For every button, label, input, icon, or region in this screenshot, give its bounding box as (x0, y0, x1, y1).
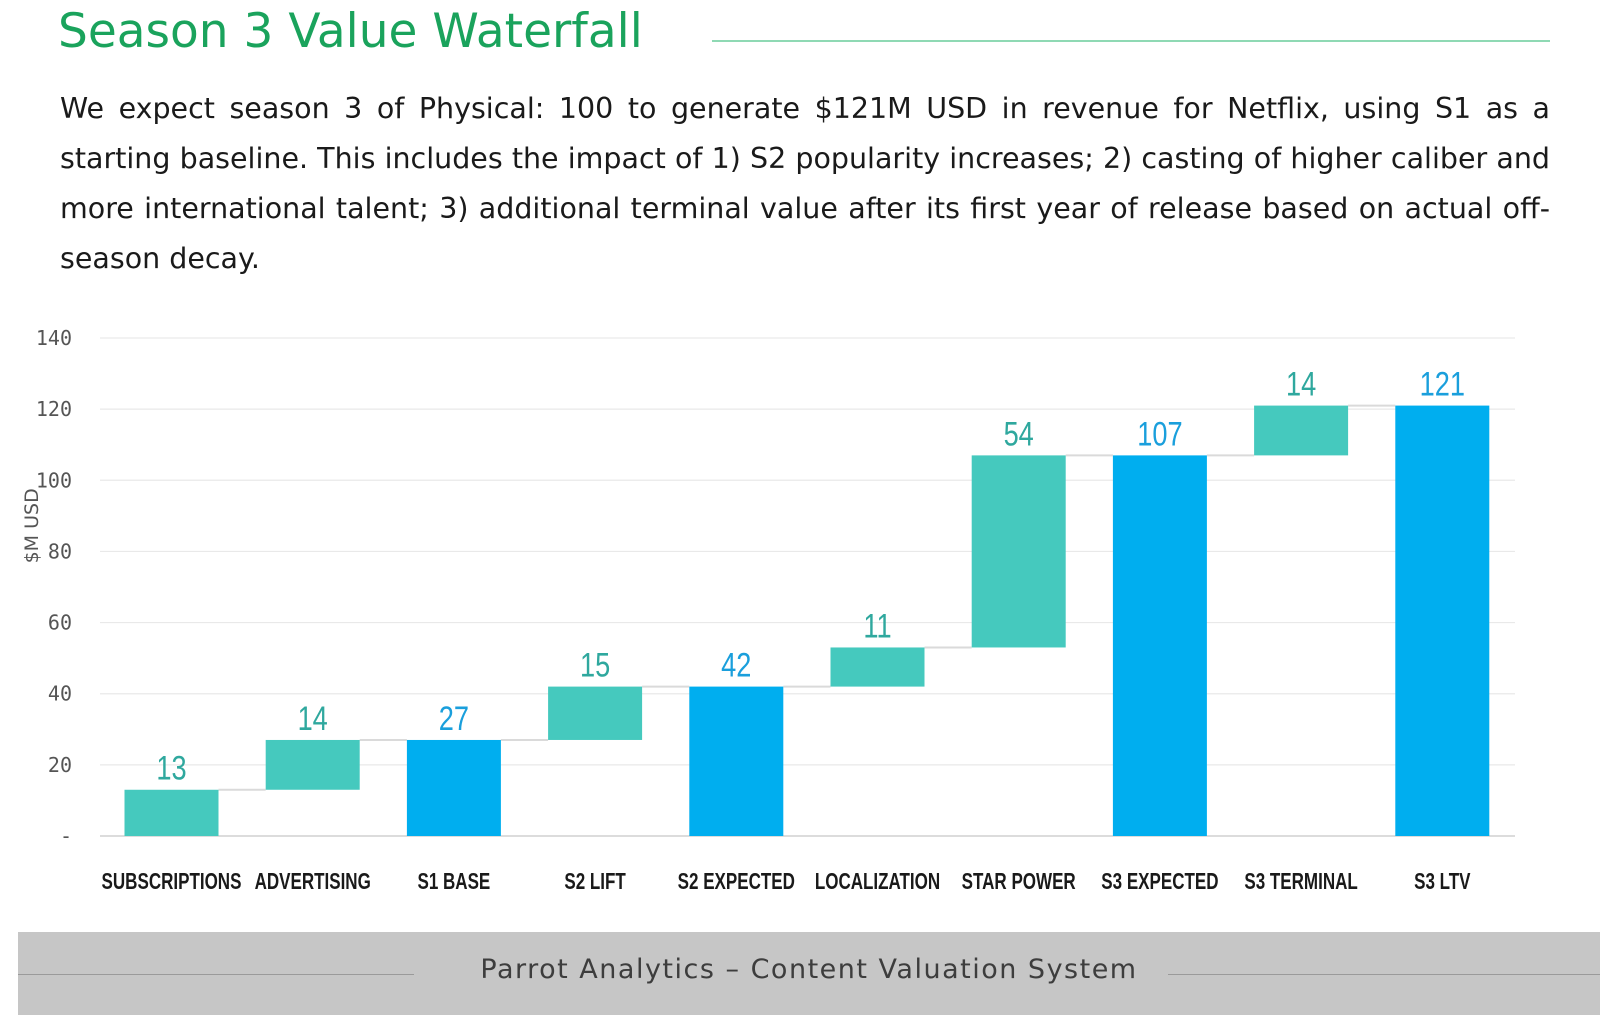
bar (971, 455, 1066, 648)
x-tick-label: SUBSCRIPTIONS (102, 870, 242, 895)
page-title: Season 3 Value Waterfall (58, 4, 643, 59)
y-axis-ticks: - 20 40 60 80 100 120 140 (36, 326, 72, 848)
x-tick-label: S3 LTV (1414, 870, 1471, 895)
value-label: 13 (156, 749, 186, 788)
y-tick-label: 100 (36, 468, 72, 492)
bar (689, 686, 784, 836)
footer-bar: Parrot Analytics – Content Valuation Sys… (18, 932, 1600, 1015)
bar (1254, 405, 1349, 456)
x-tick-label: LOCALIZATION (815, 870, 940, 895)
footer-rule-left (18, 974, 414, 975)
value-label: 121 (1420, 365, 1465, 404)
value-label: 15 (580, 646, 610, 685)
bar (406, 739, 501, 836)
x-tick-label: ADVERTISING (255, 870, 371, 895)
y-tick-label: - (60, 824, 72, 848)
value-label: 14 (298, 699, 328, 738)
y-axis-title: $M USD (21, 488, 43, 563)
intro-paragraph: We expect season 3 of Physical: 100 to g… (60, 92, 1550, 275)
value-label: 14 (1286, 365, 1316, 404)
bar (1395, 405, 1490, 836)
x-tick-label: STAR POWER (962, 870, 1076, 895)
x-tick-label: S3 TERMINAL (1244, 870, 1357, 895)
bars (124, 405, 1490, 836)
y-tick-label: 80 (48, 539, 72, 563)
y-tick-label: 140 (36, 326, 72, 350)
value-label: 42 (721, 646, 751, 685)
value-label: 107 (1137, 414, 1182, 453)
x-tick-label: S3 EXPECTED (1101, 870, 1218, 895)
y-tick-label: 60 (48, 611, 72, 635)
x-tick-label: S2 EXPECTED (678, 870, 795, 895)
value-label: 54 (1004, 414, 1034, 453)
footer-caption: Parrot Analytics – Content Valuation Sys… (458, 954, 1160, 985)
bar (265, 739, 360, 790)
value-label: 27 (439, 699, 469, 738)
bar (124, 789, 219, 836)
x-tick-label: S2 LIFT (564, 870, 626, 895)
bar (830, 647, 925, 687)
value-labels: 13 14 27 15 42 11 54 107 14 121 (156, 365, 1465, 788)
x-tick-label: S1 BASE (418, 870, 491, 895)
bar (548, 686, 643, 740)
connector-lines (218, 404, 1396, 791)
waterfall-chart: - 20 40 60 80 100 120 140 13 14 27 15 42 11 54 107 14 12… (21, 326, 1515, 895)
y-tick-label: 20 (48, 753, 72, 777)
footer-rule-right (1168, 974, 1600, 975)
y-tick-label: 120 (36, 397, 72, 421)
title-rule (712, 40, 1550, 42)
y-tick-label: 40 (48, 682, 72, 706)
value-label: 11 (863, 607, 891, 646)
x-axis-labels: SUBSCRIPTIONS ADVERTISING S1 BASE S2 LIFT S2… (102, 870, 1471, 895)
bar (1112, 455, 1207, 836)
